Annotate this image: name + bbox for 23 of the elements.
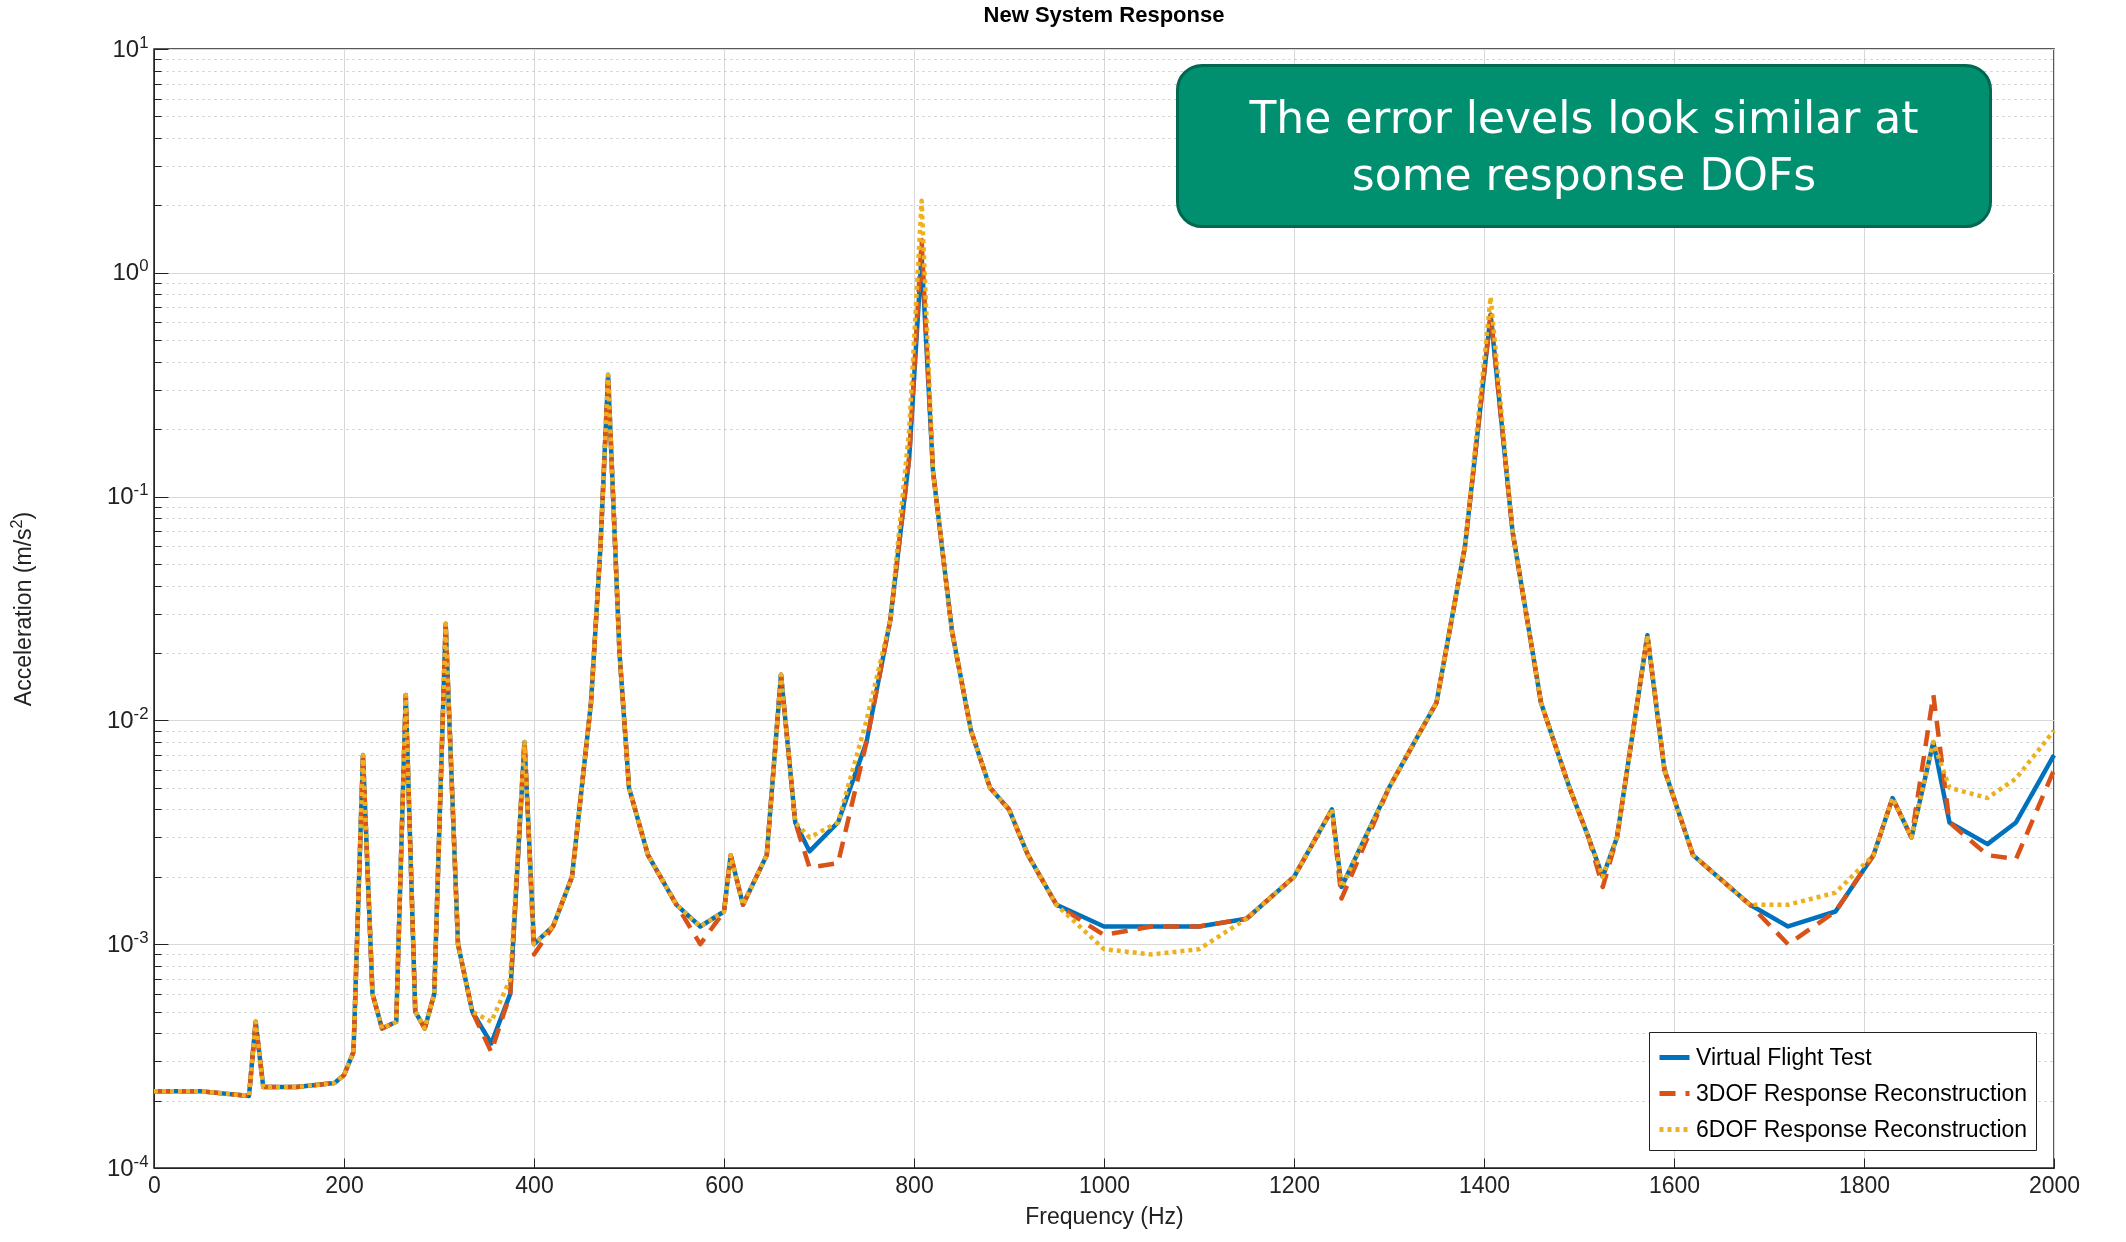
y-tick-label: 10$^{-3}$	[106, 927, 149, 957]
x-tick-label: 1400	[1458, 1171, 1511, 1198]
x-tick-label: 600	[705, 1171, 744, 1198]
chart-title: New System Response	[983, 2, 1225, 27]
x-tick-label: 2000	[2028, 1171, 2081, 1198]
y-tick-label: 10$^{-2}$	[106, 703, 149, 733]
x-tick-label: 400	[515, 1171, 554, 1198]
x-tick-label: 800	[895, 1171, 934, 1198]
y-tick-label: 10$^{0}$	[112, 255, 149, 286]
y-tick-label: 10$^{-1}$	[106, 479, 149, 510]
legend-label: Virtual Flight Test	[1696, 1043, 1873, 1070]
legend-label: 6DOF Response Reconstruction	[1696, 1115, 2028, 1142]
x-tick-label: 200	[325, 1171, 364, 1198]
y-tick-label: 10$^{-4}$	[106, 1151, 149, 1181]
x-tick-label: 0	[148, 1171, 161, 1198]
x-axis-title: Frequency (Hz)	[1025, 1202, 1184, 1229]
callout-box: The error levels look similar at some response DOFs	[1176, 64, 1992, 228]
x-tick-label: 1600	[1648, 1171, 1701, 1198]
x-tick-label: 1200	[1268, 1171, 1321, 1198]
legend-label: 3DOF Response Reconstruction	[1696, 1079, 2028, 1106]
x-tick-label: 1000	[1078, 1171, 1131, 1198]
y-tick-label: 10$^{1}$	[112, 32, 149, 62]
x-tick-label: 1800	[1838, 1171, 1891, 1198]
